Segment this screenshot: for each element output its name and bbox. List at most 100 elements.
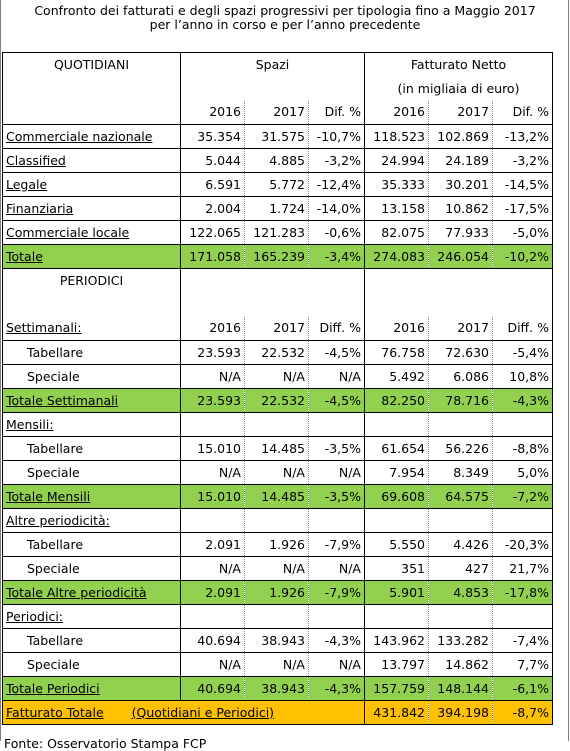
cell: 40.694 (180, 628, 245, 653)
totale-mensili-row: Totale Mensili 15.010 14.485 -3,5% 69.60… (2, 484, 553, 509)
cell: 148.144 (428, 676, 493, 701)
cell: 30.201 (428, 172, 493, 197)
row-label: Totale Mensili (2, 484, 181, 509)
cell: 6.591 (180, 172, 245, 197)
header-row-3: 2016 2017 Dif. % 2016 2017 Dif. % (2, 100, 553, 125)
cell: N/A (244, 556, 309, 581)
cell: 121.283 (244, 220, 309, 245)
row-label: Totale Altre periodicità (2, 580, 181, 605)
cell: 157.759 (364, 676, 429, 701)
cell: -14,5% (492, 172, 553, 197)
header-spazi-2016: 2016 (180, 100, 245, 125)
cell: 82.250 (364, 388, 429, 413)
altre-header-row: Altre periodicità: (2, 508, 553, 533)
cell: 351 (364, 556, 429, 581)
periodici-section-row: Periodici: (2, 604, 553, 629)
mensili-header-row: Mensili: (2, 412, 553, 437)
cell: 64.575 (428, 484, 493, 509)
header-fatturato: Fatturato Netto (364, 52, 553, 77)
cell: 69.608 (364, 484, 429, 509)
periodici-header-row: PERIODICI (2, 268, 553, 293)
cell: -5,4% (492, 340, 553, 365)
cell: 23.593 (180, 340, 245, 365)
cell: 4.853 (428, 580, 493, 605)
row-label: Speciale (2, 556, 181, 581)
cell: 165.239 (244, 244, 309, 269)
cell: 10.862 (428, 196, 493, 221)
row-label: Tabellare (2, 436, 181, 461)
cell: 2.091 (180, 580, 245, 605)
cell: 23.593 (180, 388, 245, 413)
cell: -17,8% (492, 580, 553, 605)
cell: -7,2% (492, 484, 553, 509)
fatturato-totale-title: Fatturato Totale (6, 704, 104, 720)
cell: -12,4% (308, 172, 365, 197)
table-row: Commerciale locale 122.065 121.283 -0,6%… (2, 220, 553, 245)
header-quotidiani: QUOTIDIANI (2, 52, 181, 77)
cell: -8,7% (492, 700, 553, 725)
row-label: Finanziaria (2, 196, 181, 221)
table-row: Classified 5.044 4.885 -3,2% 24.994 24.1… (2, 148, 553, 173)
settimanali-header-row: Settimanali: 2016 2017 Diff. % 2016 2017… (2, 316, 553, 341)
header-fatt-2016: 2016 (364, 100, 429, 125)
row-label: Commerciale nazionale (2, 124, 181, 149)
totale-altre-row: Totale Altre periodicità 2.091 1.926 -7,… (2, 580, 553, 605)
header-fatturato-note: (in migliaia di euro) (364, 76, 553, 101)
cell: 7,7% (492, 652, 553, 677)
row-label: Totale Settimanali (2, 388, 181, 413)
cell: N/A (180, 460, 245, 485)
cell: -14,0% (308, 196, 365, 221)
cell: 24.189 (428, 148, 493, 173)
table-row: Tabellare 15.010 14.485 -3,5% 61.654 56.… (2, 436, 553, 461)
table-row: Speciale N/A N/A N/A 5.492 6.086 10,8% (2, 364, 553, 389)
cell: 38.943 (244, 676, 309, 701)
cell: 76.758 (364, 340, 429, 365)
cell: -4,3% (492, 388, 553, 413)
cell: 15.010 (180, 436, 245, 461)
fatturato-totale-label: Fatturato Totale (Quotidiani e Periodici… (2, 700, 365, 725)
cell: 78.716 (428, 388, 493, 413)
cell: -4,3% (308, 676, 365, 701)
cell: 15.010 (180, 484, 245, 509)
cell: 2.004 (180, 196, 245, 221)
row-label: Legale (2, 172, 181, 197)
cell: -3,5% (308, 484, 365, 509)
cell: N/A (244, 652, 309, 677)
cell: -13,2% (492, 124, 553, 149)
row-label: Tabellare (2, 628, 181, 653)
cell: 10,8% (492, 364, 553, 389)
cell: N/A (244, 460, 309, 485)
table-row: Speciale N/A N/A N/A 351 427 21,7% (2, 556, 553, 581)
table-row: Speciale N/A N/A N/A 13.797 14.862 7,7% (2, 652, 553, 677)
row-label: Totale (2, 244, 181, 269)
cell: -5,0% (492, 220, 553, 245)
section-label: Settimanali: (2, 316, 181, 341)
cell: 8.349 (428, 460, 493, 485)
cell: 2.091 (180, 532, 245, 557)
row-label: Tabellare (2, 532, 181, 557)
table-row: Speciale N/A N/A N/A 7.954 8.349 5,0% (2, 460, 553, 485)
cell: 14.862 (428, 652, 493, 677)
cell: 2017 (428, 316, 493, 341)
cell: -7,9% (308, 532, 365, 557)
table-row: Commerciale nazionale 35.354 31.575 -10,… (2, 124, 553, 149)
cell: 1.926 (244, 532, 309, 557)
fatturato-totale-note: (Quotidiani e Periodici) (131, 704, 275, 720)
cell: 5.492 (364, 364, 429, 389)
cell: -7,9% (308, 580, 365, 605)
cell: 2017 (244, 316, 309, 341)
table-row: Legale 6.591 5.772 -12,4% 35.333 30.201 … (2, 172, 553, 197)
cell: 427 (428, 556, 493, 581)
row-label: Speciale (2, 364, 181, 389)
cell: -3,5% (308, 436, 365, 461)
cell: 24.994 (364, 148, 429, 173)
header-row-1: QUOTIDIANI Spazi Fatturato Netto (2, 52, 553, 77)
cell: 72.630 (428, 340, 493, 365)
cell: 4.426 (428, 532, 493, 557)
cell: 13.797 (364, 652, 429, 677)
cell: N/A (244, 364, 309, 389)
cell: -4,3% (308, 628, 365, 653)
row-label: Totale Periodici (2, 676, 181, 701)
periodici-label: PERIODICI (2, 268, 181, 293)
